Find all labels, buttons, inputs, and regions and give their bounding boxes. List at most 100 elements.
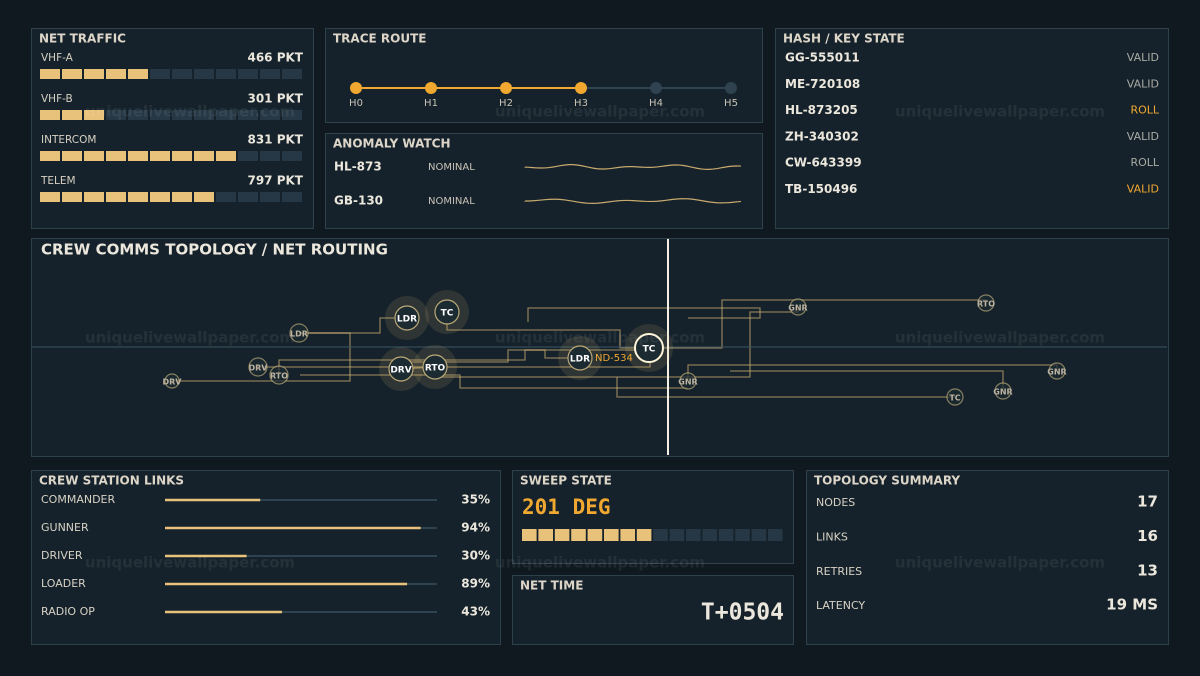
bar-segment (282, 110, 302, 120)
label: 19 MS (1106, 596, 1158, 614)
label: 16 (1137, 527, 1158, 545)
bar-segment (768, 529, 783, 541)
panel-title: CREW COMMS TOPOLOGY / NET ROUTING (41, 241, 388, 259)
panel-title: CREW STATION LINKS (39, 474, 184, 488)
topology-node (977, 294, 995, 312)
bar-segment-filled (216, 151, 236, 161)
bar-segment-filled (62, 151, 82, 161)
label: RADIO OP (41, 605, 95, 618)
label: 797 PKT (247, 174, 303, 188)
topology-node (434, 299, 460, 325)
bar-segment (686, 529, 701, 541)
bar-segment (106, 110, 126, 120)
topology-node (269, 365, 289, 385)
label: COMMANDER (41, 493, 115, 506)
route-line (278, 349, 649, 375)
topology-node (394, 305, 420, 331)
node-label: DRV (163, 378, 183, 387)
bar-segment (238, 151, 258, 161)
watermark: uniquelivewallpaper.com (495, 329, 705, 347)
watermark: uniquelivewallpaper.com (895, 103, 1105, 121)
label: NOMINAL (428, 196, 475, 207)
bar-segment-filled (106, 151, 126, 161)
node-label: LDR (397, 315, 417, 325)
label: LINKS (816, 530, 848, 543)
node-label: RTO (977, 300, 995, 309)
label: 17 (1137, 493, 1158, 511)
bar-segment (260, 192, 280, 202)
label: 43% (461, 605, 490, 619)
bar-segment-filled (84, 69, 104, 79)
bar-segment-filled (172, 192, 192, 202)
hop-node (350, 82, 362, 94)
node-label: GNR (788, 304, 807, 313)
bar-segment (669, 529, 685, 541)
bar-segment-filled (554, 529, 570, 541)
label: LATENCY (816, 599, 865, 612)
bar-segment-filled (40, 151, 60, 161)
node-label: TC (441, 309, 454, 319)
bar-segment (735, 529, 750, 541)
label: H1 (424, 98, 438, 109)
node-label: GNR (1047, 368, 1066, 377)
bar-segment-filled (106, 192, 126, 202)
bar-segment-filled (62, 110, 82, 120)
bar-segment-filled (128, 192, 148, 202)
bar-segment (216, 69, 236, 79)
bar-segment (150, 110, 170, 120)
bar-segment-filled (636, 529, 652, 541)
bar-segment (238, 192, 258, 202)
bar-segment (194, 110, 214, 120)
node-label: TC (949, 394, 960, 403)
node-tag: ND-534 (595, 353, 633, 364)
label: 201 DEG (522, 495, 611, 519)
node-label: RTO (425, 364, 446, 374)
bar-segment-filled (150, 151, 170, 161)
bar-segment-filled (172, 151, 192, 161)
label: ZH-340302 (785, 129, 859, 143)
label: NODES (816, 496, 855, 509)
bar-segment-filled (40, 192, 60, 202)
label: 831 PKT (247, 133, 303, 147)
topology-node (567, 345, 593, 371)
bar-segment-filled (84, 110, 104, 120)
node-label: RTO (270, 372, 288, 381)
label: INTERCOM (41, 134, 96, 146)
bar-segment (653, 529, 668, 541)
label: H4 (649, 98, 663, 109)
node-label: LDR (290, 330, 308, 339)
label: HL-873 (334, 160, 382, 174)
bar-segment (216, 192, 236, 202)
panel-title: SWEEP STATE (520, 474, 612, 488)
label: RETRIES (816, 565, 862, 578)
node-label: LDR (570, 355, 590, 365)
topology-node (388, 356, 414, 382)
panel-title: TRACE ROUTE (333, 32, 426, 46)
label: T+0504 (701, 600, 784, 626)
label: 94% (461, 521, 490, 535)
label: HL-873205 (785, 103, 858, 117)
bar-segment (128, 110, 148, 120)
bar-segment-filled (84, 151, 104, 161)
bar-segment (751, 529, 767, 541)
hop-node (575, 82, 587, 94)
bar-segment (238, 110, 258, 120)
bar-segment (172, 110, 192, 120)
bar-segment (282, 192, 302, 202)
watermark: uniquelivewallpaper.com (85, 554, 295, 572)
panel-title: ANOMALY WATCH (333, 137, 451, 151)
label: H0 (349, 98, 363, 109)
route-line (616, 377, 955, 398)
topology-node (289, 323, 309, 343)
label: TB-150496 (785, 182, 857, 196)
label: 89% (461, 577, 490, 591)
panel (325, 28, 763, 123)
label: 301 PKT (247, 92, 303, 106)
hop-node (725, 82, 737, 94)
topology-node (1048, 362, 1066, 380)
bar-segment-filled (571, 529, 586, 541)
bar-segment (282, 151, 302, 161)
node-label: DRV (249, 364, 269, 373)
bar-segment-filled (84, 192, 104, 202)
